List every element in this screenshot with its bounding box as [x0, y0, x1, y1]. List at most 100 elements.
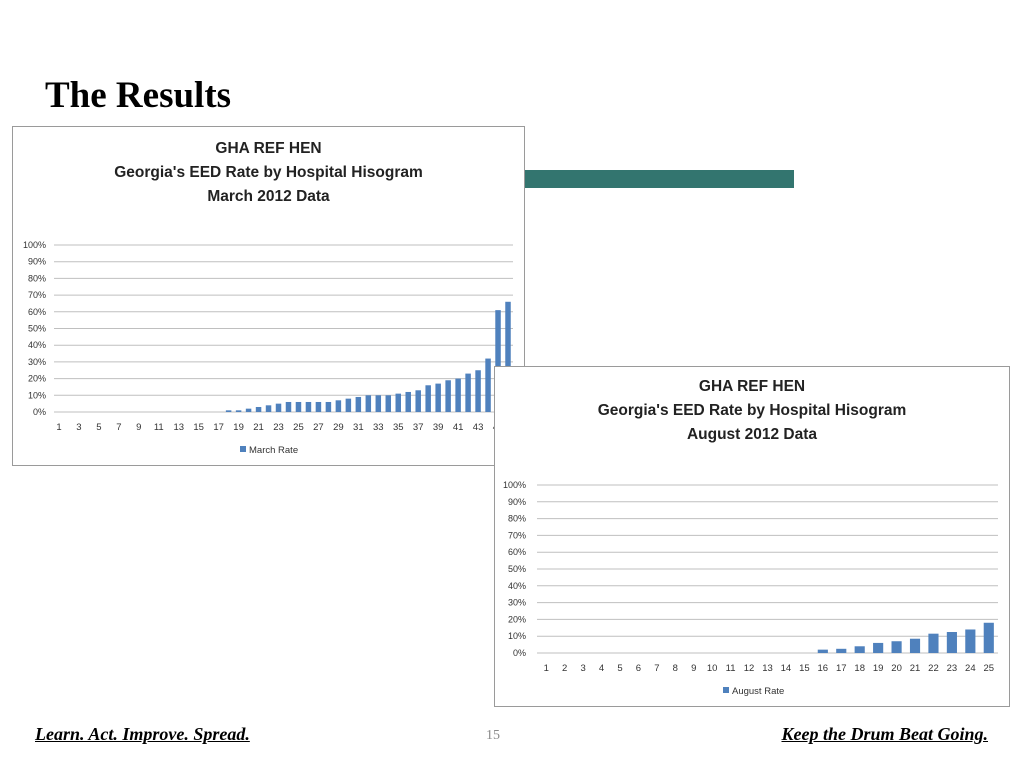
march-chart-y-tick-label: 70% — [28, 290, 46, 300]
march-chart-x-tick-label: 15 — [193, 422, 204, 433]
march-chart-bar — [355, 396, 362, 412]
august-chart-bar — [854, 646, 865, 653]
august-chart-x-tick-label: 9 — [691, 663, 696, 674]
march-chart-x-tick-label: 29 — [333, 422, 344, 433]
august-chart-x-tick-label: 12 — [744, 663, 755, 674]
march-chart-y-tick-label: 10% — [28, 390, 46, 400]
march-chart-bar — [225, 410, 232, 412]
march-chart-x-tick-label: 13 — [173, 422, 184, 433]
august-chart-bar — [891, 641, 902, 653]
march-chart-title: GHA REF HEN Georgia's EED Rate by Hospit… — [13, 137, 524, 209]
august-chart-x-tick-label: 10 — [707, 663, 718, 674]
march-chart-bar — [455, 378, 461, 412]
footer-tagline-left: Learn. Act. Improve. Spread. — [35, 724, 250, 744]
march-chart-bar — [255, 406, 262, 412]
march-chart-bar — [445, 380, 451, 412]
march-chart: GHA REF HEN Georgia's EED Rate by Hospit… — [12, 126, 525, 466]
august-chart-y-tick-label: 30% — [508, 598, 526, 608]
march-chart-x-tick-label: 3 — [76, 422, 81, 433]
march-chart-bar — [435, 383, 441, 412]
august-chart-x-tick-label: 24 — [965, 663, 976, 674]
august-chart-x-tick-label: 7 — [654, 663, 659, 674]
august-chart-x-tick-label: 3 — [580, 663, 585, 674]
slide-title: The Results — [45, 75, 232, 116]
march-chart-legend-label: March Rate — [249, 445, 298, 456]
august-chart-bar — [983, 622, 994, 653]
march-chart-x-tick-label: 5 — [96, 422, 101, 433]
august-chart-y-tick-label: 0% — [513, 648, 526, 658]
march-chart-bar — [325, 401, 332, 412]
march-chart-bar — [425, 385, 431, 412]
march-chart-y-tick-label: 20% — [28, 374, 46, 384]
march-chart-bar — [275, 403, 282, 412]
march-chart-x-tick-label: 31 — [353, 422, 364, 433]
august-chart-y-tick-label: 80% — [508, 514, 526, 524]
accent-bar — [520, 170, 794, 188]
march-chart-x-tick-label: 19 — [233, 422, 244, 433]
march-chart-bar — [395, 393, 401, 412]
august-chart-title: GHA REF HEN Georgia's EED Rate by Hospit… — [495, 375, 1009, 447]
august-chart-bar — [965, 629, 976, 653]
march-chart-bar — [235, 410, 242, 412]
march-chart-title-line-3: March 2012 Data — [207, 188, 330, 205]
march-chart-x-tick-label: 9 — [136, 422, 141, 433]
august-chart-bar — [817, 649, 828, 653]
august-chart-plot: 0%10%20%30%40%50%60%70%80%90%100%1 2 3 4 5 6 7… — [503, 480, 998, 697]
march-chart-title-line-2: Georgia's EED Rate by Hospital Hisogram — [114, 164, 423, 181]
march-chart-x-tick-label: 41 — [453, 422, 464, 433]
august-chart-bar — [928, 633, 939, 653]
august-chart-title-line-1: GHA REF HEN — [698, 378, 806, 395]
march-chart-bar — [375, 395, 382, 412]
august-chart-x-tick-label: 6 — [636, 663, 641, 674]
august-chart: GHA REF HEN Georgia's EED Rate by Hospit… — [494, 366, 1010, 707]
august-chart-x-tick-label: 22 — [928, 663, 939, 674]
march-chart-x-tick-label: 33 — [373, 422, 384, 433]
march-chart-bar — [415, 390, 421, 412]
august-chart-y-tick-label: 100% — [503, 480, 526, 490]
august-chart-bar — [836, 648, 847, 653]
march-chart-bar — [495, 310, 501, 412]
august-chart-bar — [873, 642, 884, 653]
march-chart-x-tick-label: 21 — [253, 422, 264, 433]
august-chart-x-tick-label: 21 — [910, 663, 921, 674]
march-chart-bar — [305, 401, 312, 412]
august-chart-x-tick-label: 20 — [891, 663, 902, 674]
august-chart-bar — [909, 638, 921, 653]
august-chart-x-tick-label: 18 — [854, 663, 865, 674]
august-chart-title-line-2: Georgia's EED Rate by Hospital Hisogram — [597, 402, 907, 419]
march-chart-legend-swatch — [240, 446, 246, 452]
march-chart-x-tick-label: 37 — [413, 422, 424, 433]
august-chart-x-tick-label: 1 — [544, 663, 549, 674]
august-chart-y-tick-label: 40% — [508, 581, 526, 591]
august-chart-x-tick-label: 25 — [983, 663, 994, 674]
august-chart-x-tick-label: 13 — [762, 663, 773, 674]
august-chart-x-tick-label: 19 — [873, 663, 884, 674]
august-chart-legend-label: August Rate — [732, 686, 784, 697]
march-chart-y-tick-label: 30% — [28, 357, 46, 367]
march-chart-y-tick-label: 40% — [28, 340, 46, 350]
march-chart-bar — [385, 395, 392, 412]
march-chart-y-tick-label: 80% — [28, 273, 46, 283]
august-chart-x-tick-label: 17 — [836, 663, 847, 674]
august-chart-x-tick-label: 16 — [818, 663, 829, 674]
august-chart-x-tick-label: 2 — [562, 663, 567, 674]
august-chart-x-tick-label: 4 — [599, 663, 604, 674]
march-chart-x-tick-label: 1 — [56, 422, 61, 433]
march-chart-bar — [505, 301, 511, 412]
august-chart-x-tick-label: 14 — [781, 663, 792, 674]
march-chart-x-tick-label: 25 — [293, 422, 304, 433]
march-chart-y-tick-label: 50% — [28, 324, 46, 334]
march-chart-bar — [475, 370, 481, 412]
august-chart-x-tick-label: 15 — [799, 663, 810, 674]
march-chart-y-tick-label: 100% — [23, 240, 46, 250]
march-chart-x-tick-label: 39 — [433, 422, 444, 433]
august-chart-x-tick-label: 5 — [617, 663, 622, 674]
march-chart-bar — [405, 391, 411, 412]
march-chart-bar — [315, 401, 322, 412]
march-chart-title-line-1: GHA REF HEN — [215, 140, 322, 157]
march-chart-x-tick-label: 43 — [473, 422, 484, 433]
page-number: 15 — [486, 728, 500, 743]
august-chart-y-tick-label: 60% — [508, 547, 526, 557]
march-chart-x-tick-label: 35 — [393, 422, 404, 433]
march-chart-y-tick-label: 0% — [33, 407, 46, 417]
